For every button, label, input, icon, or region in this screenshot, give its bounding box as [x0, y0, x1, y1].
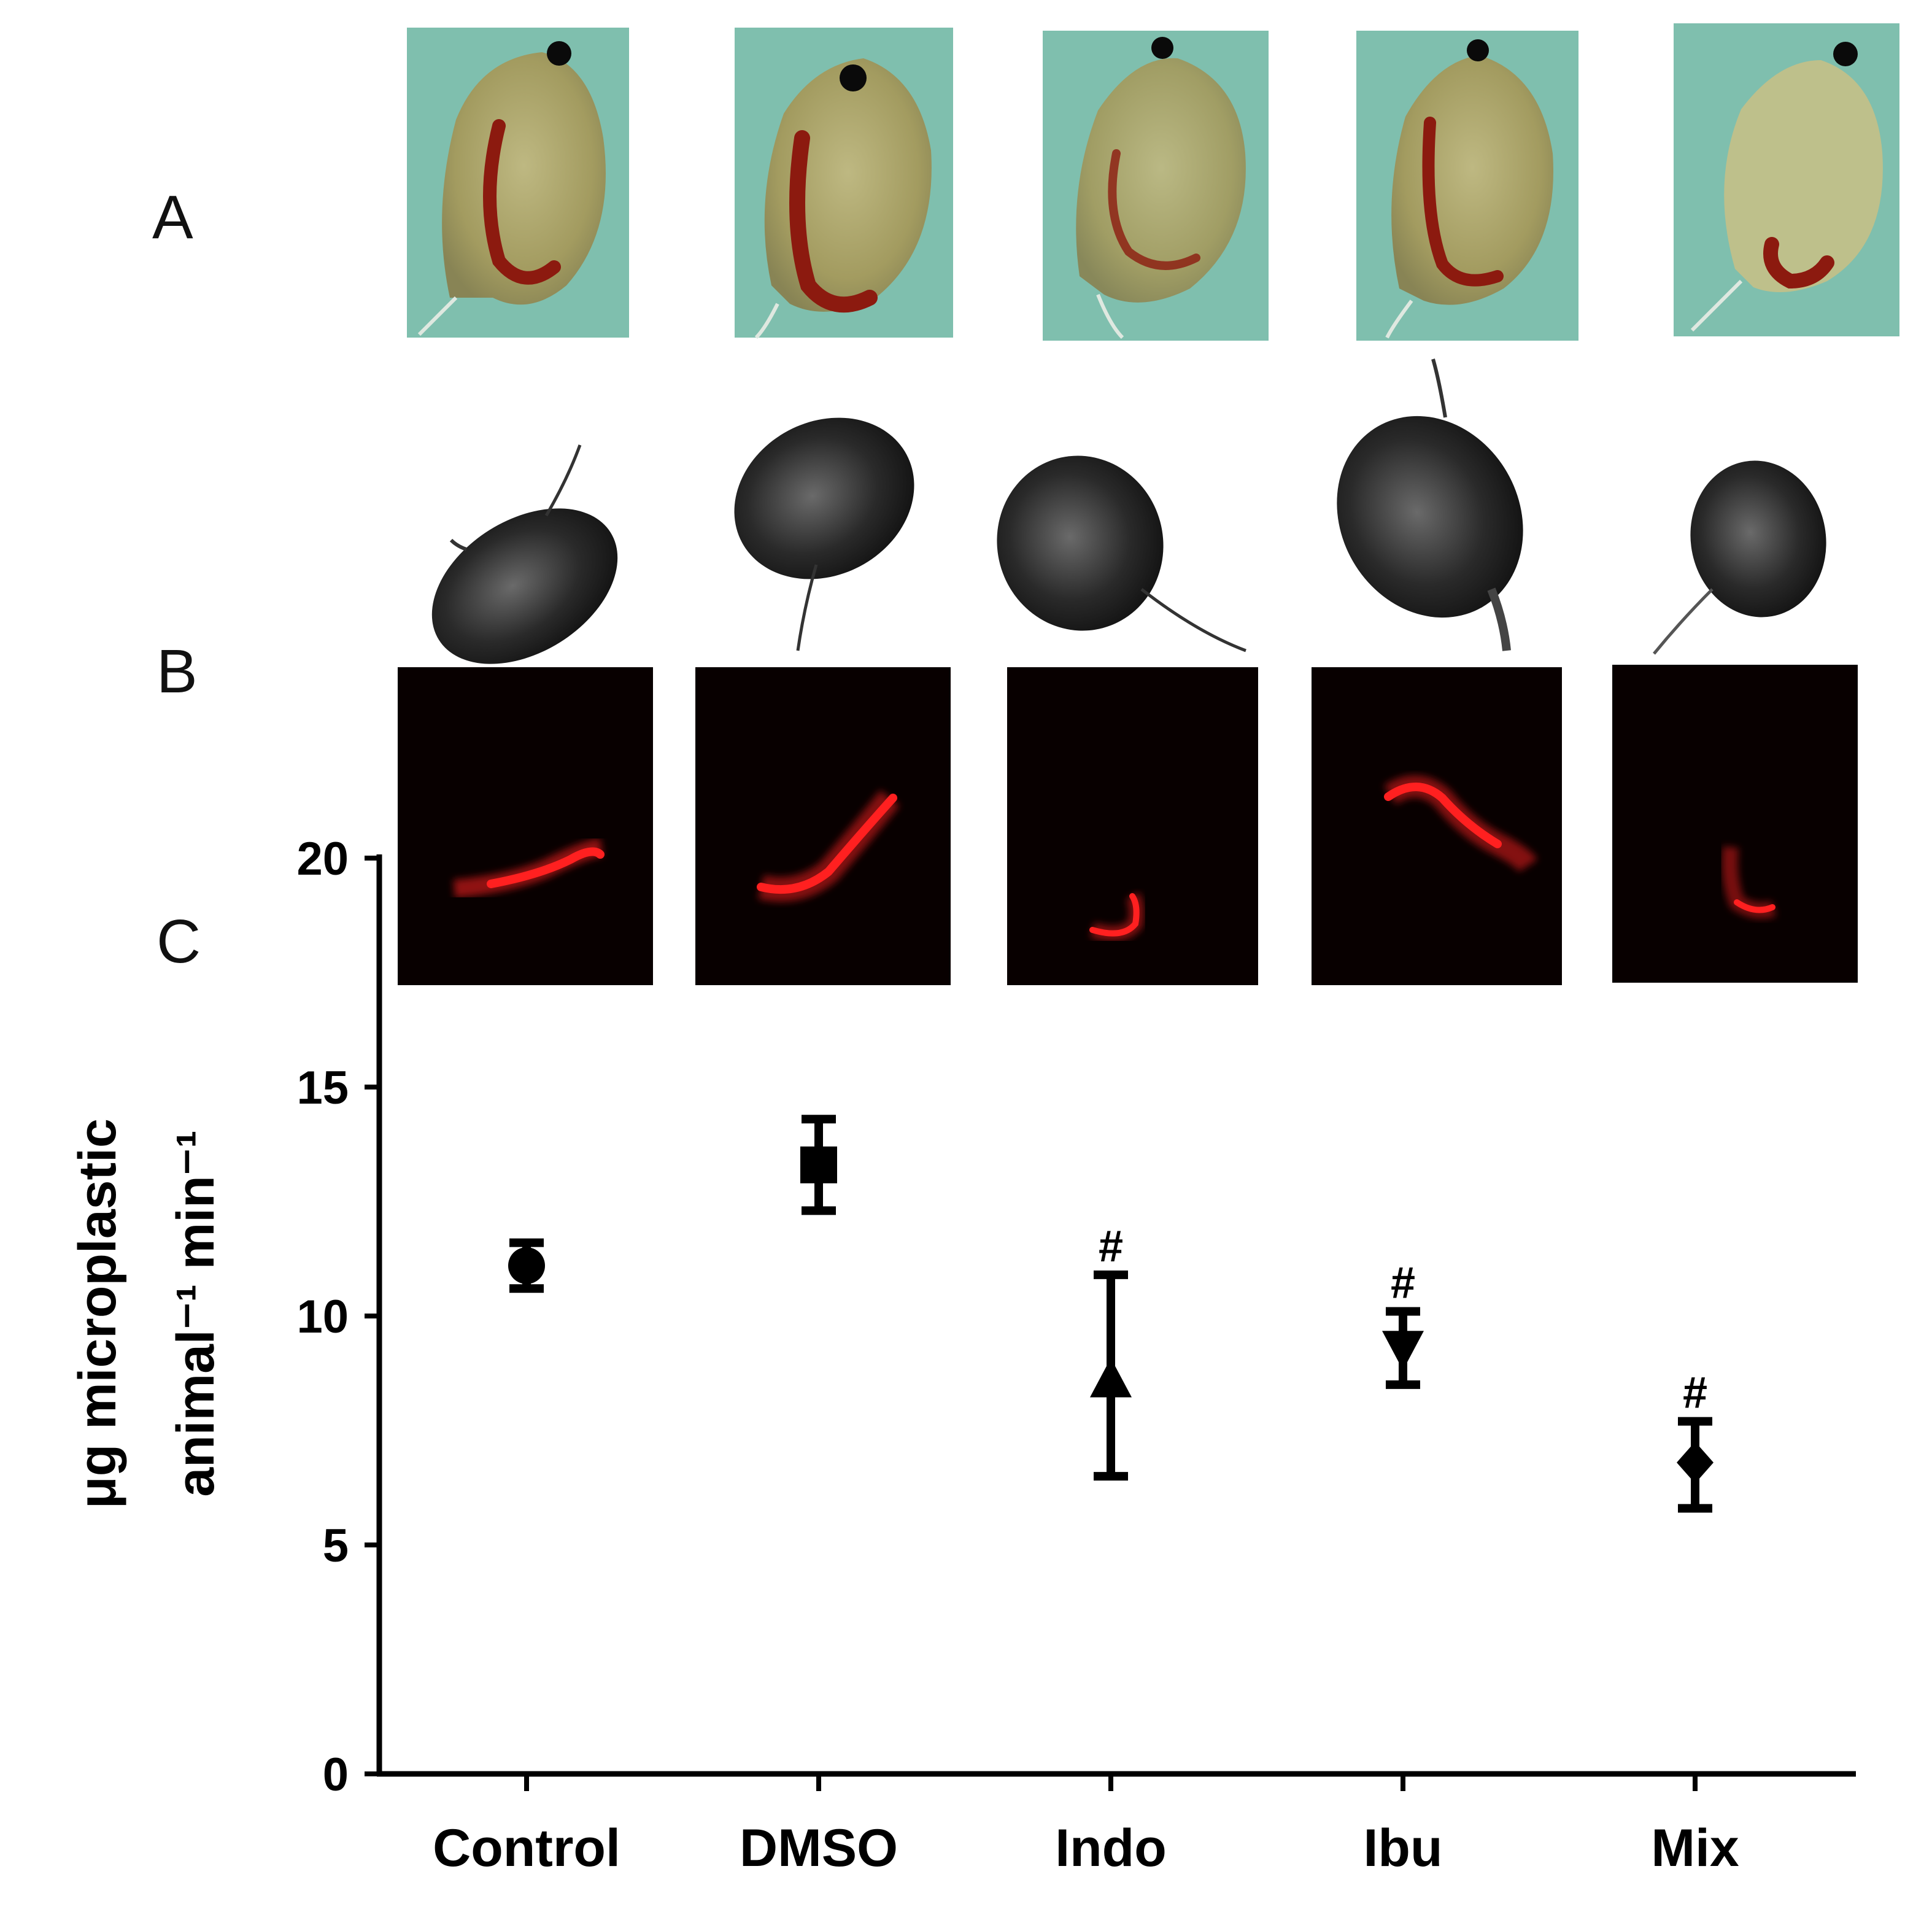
significance-mark-mix: #: [1683, 1369, 1707, 1418]
data-point-mix: [1677, 1417, 1714, 1513]
panel-label-a: A: [152, 183, 193, 252]
daphnia-photo-indo: [1043, 31, 1269, 341]
x-tick-label-mix: Mix: [1651, 1819, 1739, 1878]
marker-triangle-up: [1090, 1358, 1132, 1398]
panel-label-b: B: [156, 637, 198, 706]
x-tick-label-ibu: Ibu: [1364, 1819, 1443, 1878]
row-a-micrographs: [407, 23, 1899, 341]
row-b-fluorescence: [398, 665, 1858, 985]
y-ticks: 0 5 10 15 20: [296, 833, 379, 1801]
daphnia-photo-dmso: [735, 28, 953, 339]
daphnia-bw-indo: [997, 455, 1246, 652]
x-ticks: Control DMSO Indo Ibu Mix: [433, 1774, 1739, 1878]
data-point-control: [508, 1238, 545, 1293]
daphnia-photo-mix: [1674, 23, 1899, 336]
marker-diamond: [1677, 1441, 1714, 1484]
fluor-image-dmso: [695, 667, 951, 985]
fluor-image-control: [398, 667, 653, 985]
x-tick-label-indo: Indo: [1055, 1819, 1167, 1878]
chart-microplastic-ingestion: 0 5 10 15 20 Control DMSO Indo Ibu Mix # # # μg mi…: [68, 833, 1856, 1878]
marker-triangle-down: [1382, 1331, 1424, 1371]
y-tick-label: 5: [323, 1520, 349, 1572]
x-tick-label-dmso: DMSO: [740, 1819, 898, 1878]
data-point-dmso: [800, 1115, 837, 1215]
fluor-image-indo: [1007, 667, 1258, 985]
fluor-image-ibu: [1312, 667, 1562, 985]
marker-circle: [508, 1247, 545, 1284]
daphnia-bw-control: [431, 444, 618, 664]
fluor-image-mix: [1612, 665, 1858, 983]
daphnia-bw-ibu: [1337, 358, 1523, 651]
marker-square: [800, 1146, 837, 1183]
daphnia-bw-dmso: [734, 417, 914, 651]
y-axis-title-line2: animal⁻¹ min⁻¹: [166, 1130, 225, 1496]
y-tick-label: 0: [323, 1749, 349, 1801]
y-tick-label: 20: [296, 833, 349, 885]
significance-mark-indo: #: [1099, 1222, 1123, 1271]
y-tick-label: 10: [296, 1291, 349, 1343]
daphnia-photo-ibu: [1356, 31, 1578, 341]
y-axis-title-line1: μg microplastic: [68, 1118, 127, 1509]
significance-marks: # # #: [1099, 1222, 1707, 1418]
data-point-indo: [1090, 1270, 1132, 1481]
data-points: [508, 1115, 1714, 1513]
significance-mark-ibu: #: [1391, 1259, 1415, 1308]
panel-label-c: C: [156, 907, 201, 976]
y-tick-label: 15: [296, 1062, 349, 1114]
daphnia-bw-mix: [1653, 460, 1826, 655]
data-point-ibu: [1382, 1307, 1424, 1389]
x-tick-label-control: Control: [433, 1819, 620, 1878]
daphnia-photo-control: [407, 28, 629, 338]
row-b-brightfield: [431, 358, 1826, 664]
